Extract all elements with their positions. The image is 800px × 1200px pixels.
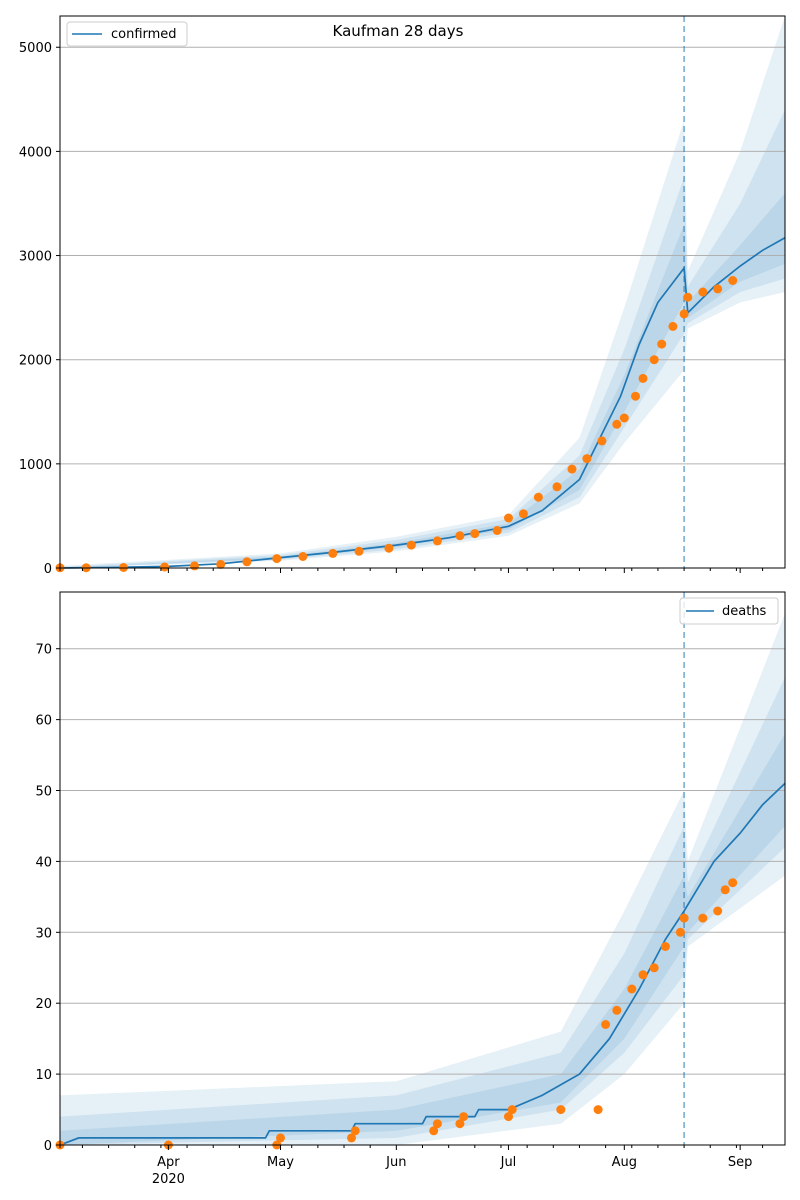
confirmed-observed-point xyxy=(216,559,226,569)
confirmed-observed-point xyxy=(657,339,667,349)
confirmed-observed-point xyxy=(504,513,513,523)
x-tick-label-month: Sep xyxy=(728,1155,753,1170)
x-tick-label-month: Aug xyxy=(612,1155,637,1170)
confirmed-observed-point xyxy=(683,292,693,302)
confirmed-observed-point xyxy=(679,309,689,319)
deaths-y-tick-label: 40 xyxy=(35,855,52,870)
deaths-observed-point xyxy=(660,942,670,951)
confirmed-y-tick-label: 5000 xyxy=(19,41,52,56)
deaths-observed-point xyxy=(593,1105,603,1115)
confirmed-observed-point xyxy=(470,529,480,539)
deaths-observed-point xyxy=(507,1105,517,1115)
confirmed-legend-label: confirmed xyxy=(111,27,177,42)
deaths-observed-point xyxy=(720,885,730,895)
deaths-observed-points xyxy=(55,878,738,1150)
deaths-observed-point xyxy=(432,1119,442,1129)
deaths-observed-point xyxy=(638,970,648,980)
deaths-chart-panel: 0 10 20 30 40 50 60 70 Apr May Jun Jul Aug Sep 2020 d… xyxy=(35,591,786,1187)
confirmed-y-tick-label: 0 xyxy=(44,562,52,577)
x-tick-label-year: 2020 xyxy=(152,1172,185,1187)
confirmed-observed-point xyxy=(298,552,308,561)
deaths-observed-point xyxy=(347,1133,356,1143)
confirmed-legend-box xyxy=(66,21,188,47)
confirmed-model-line xyxy=(59,237,786,569)
confirmed-gridlines xyxy=(60,46,785,465)
confirmed-observed-point xyxy=(406,540,416,550)
confirmed-observed-point xyxy=(619,413,629,423)
deaths-legend-label: deaths xyxy=(722,604,767,619)
confirmed-legend: confirmed xyxy=(66,21,188,47)
deaths-observed-point xyxy=(627,984,637,994)
deaths-observed-point xyxy=(455,1119,465,1129)
deaths-legend: deaths xyxy=(679,597,779,625)
confirmed-observed-point xyxy=(272,554,282,564)
deaths-observed-point xyxy=(276,1133,285,1143)
x-tick-label-month: Apr xyxy=(157,1155,180,1170)
deaths-band-inner xyxy=(60,733,785,1145)
deaths-x-axis: Apr May Jun Jul Aug Sep 2020 xyxy=(59,1145,764,1187)
confirmed-observed-point xyxy=(354,546,364,556)
confirmed-observed-point xyxy=(533,492,543,502)
confirmed-observed-point xyxy=(638,373,648,383)
deaths-y-tick-label: 0 xyxy=(44,1139,52,1154)
confirmed-observed-point xyxy=(518,509,528,519)
confirmed-observed-point xyxy=(582,454,592,464)
deaths-observed-point xyxy=(459,1112,469,1122)
deaths-observed-point xyxy=(612,1005,622,1015)
confirmed-observed-point xyxy=(597,436,607,446)
deaths-observed-point xyxy=(675,927,685,937)
confirmed-observed-point xyxy=(328,548,338,558)
deaths-y-tick-label: 70 xyxy=(35,643,52,658)
confirmed-observed-point xyxy=(242,557,252,567)
deaths-legend-box xyxy=(679,597,779,625)
confirmed-observed-point xyxy=(612,419,622,429)
deaths-y-tick-label: 10 xyxy=(35,1068,52,1083)
deaths-observed-point xyxy=(601,1020,611,1029)
deaths-observed-point xyxy=(429,1126,439,1136)
deaths-y-tick-label: 20 xyxy=(35,997,52,1012)
deaths-observed-point xyxy=(713,906,723,916)
confirmed-y-tick-label: 1000 xyxy=(19,458,52,473)
deaths-observed-point xyxy=(679,913,689,923)
confirmed-band-middle xyxy=(60,109,785,568)
confirmed-observed-point xyxy=(567,464,577,474)
confirmed-observed-point xyxy=(698,287,708,297)
x-tick-label-month: Jul xyxy=(500,1155,517,1170)
chart-title: Kaufman 28 days xyxy=(333,22,464,40)
x-tick-label-month: May xyxy=(267,1155,294,1170)
confirmed-y-tick-label: 3000 xyxy=(19,250,52,265)
confirmed-observed-point xyxy=(190,561,199,571)
confirmed-x-axis xyxy=(59,568,764,573)
confirmed-observed-point xyxy=(455,531,465,541)
confirmed-observed-point xyxy=(552,482,562,492)
confirmed-y-tick-label: 4000 xyxy=(19,145,52,160)
confirmed-observed-point xyxy=(160,562,170,572)
deaths-observed-point xyxy=(556,1105,566,1115)
confirmed-observed-point xyxy=(668,321,678,331)
confirmed-observed-point xyxy=(631,391,640,401)
confirmed-observed-point xyxy=(384,543,394,553)
deaths-observed-point xyxy=(728,878,738,888)
confirmed-observed-point xyxy=(649,355,659,365)
deaths-observed-point xyxy=(350,1126,360,1136)
deaths-y-tick-label: 30 xyxy=(35,926,52,941)
confirmed-observed-point xyxy=(432,536,442,546)
deaths-observed-point xyxy=(649,963,659,973)
deaths-y-tick-label: 50 xyxy=(35,785,52,800)
deaths-band-outer xyxy=(60,613,785,1145)
deaths-y-tick-label: 60 xyxy=(35,714,52,729)
confirmed-y-tick-label: 2000 xyxy=(19,354,52,369)
confirmed-observed-point xyxy=(713,284,723,294)
x-tick-label-month: Jun xyxy=(385,1155,406,1170)
deaths-y-axis: 0 10 20 30 40 50 60 70 xyxy=(35,643,60,1154)
deaths-observed-point xyxy=(698,913,708,923)
deaths-observed-point xyxy=(504,1112,513,1122)
confirmed-observed-point xyxy=(492,526,502,535)
confirmed-y-axis: 0 1000 2000 3000 4000 5000 xyxy=(19,41,60,577)
confirmed-observed-point xyxy=(728,276,738,285)
deaths-gridlines xyxy=(60,648,785,1075)
confirmed-chart-panel: 0 1000 2000 3000 4000 5000 Kaufman 28 days co… xyxy=(19,15,786,577)
